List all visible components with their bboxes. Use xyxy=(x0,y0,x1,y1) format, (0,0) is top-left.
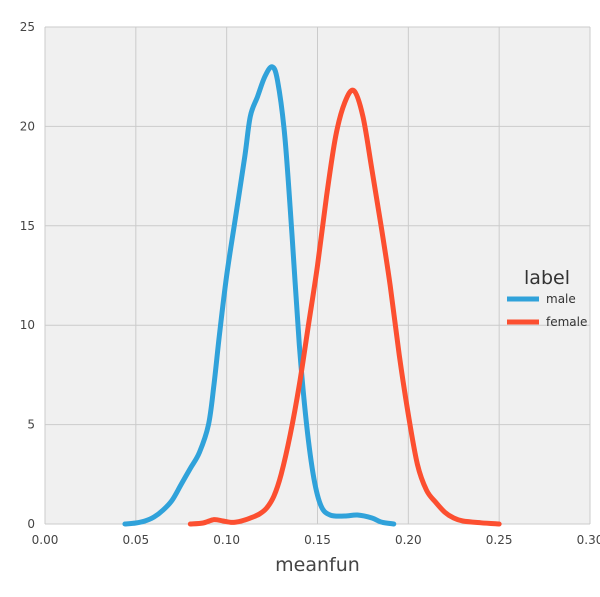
legend-label-female: female xyxy=(546,315,587,329)
legend-label-male: male xyxy=(546,292,576,306)
y-tick-label: 20 xyxy=(20,119,35,133)
x-tick-label: 0.20 xyxy=(395,533,422,547)
y-tick-label: 25 xyxy=(20,20,35,34)
legend-title: label xyxy=(524,267,570,289)
y-tick-label: 10 xyxy=(20,318,35,332)
y-tick-label: 0 xyxy=(27,517,35,531)
series-lines xyxy=(122,64,502,527)
x-tick-label: 0.00 xyxy=(32,533,59,547)
x-tick-label: 0.05 xyxy=(122,533,149,547)
y-tick-label: 5 xyxy=(27,418,35,432)
y-tick-label: 15 xyxy=(20,219,35,233)
series-line-female xyxy=(187,87,502,527)
x-tick-label: 0.25 xyxy=(486,533,513,547)
series-line-male xyxy=(122,64,397,527)
x-tick-label: 0.15 xyxy=(304,533,331,547)
legend: label male female xyxy=(507,267,587,329)
x-axis-label: meanfun xyxy=(275,554,360,576)
tick-labels: 0.00 0.05 0.10 0.15 0.20 0.25 0.30 0 5 10 15 20 25 xyxy=(20,20,600,547)
x-tick-label: 0.10 xyxy=(213,533,240,547)
x-tick-label: 0.30 xyxy=(577,533,600,547)
